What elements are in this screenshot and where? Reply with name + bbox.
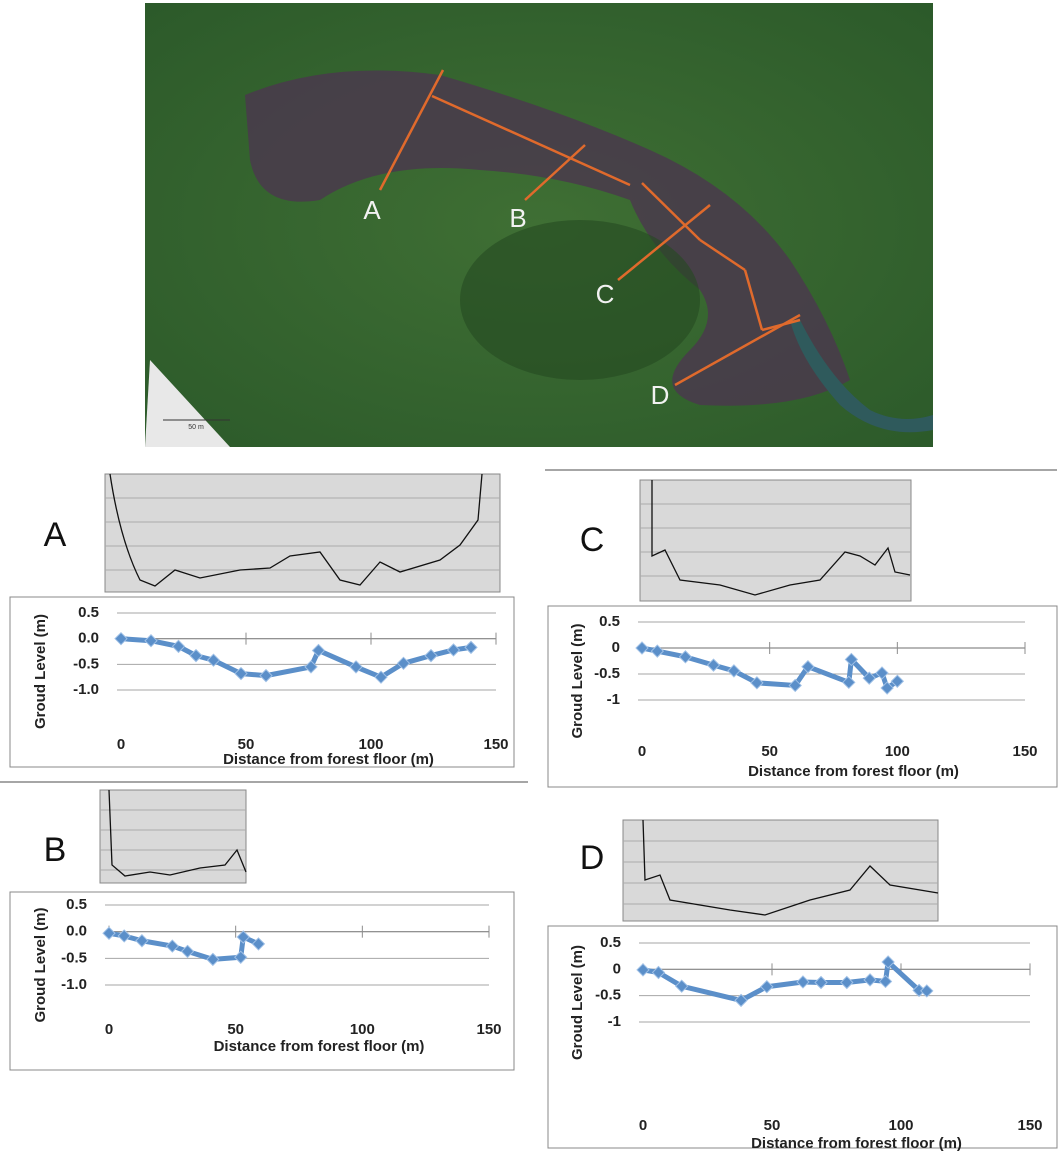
x-tick-label: 0 <box>105 1021 113 1038</box>
data-point <box>260 670 272 682</box>
data-point <box>235 951 247 963</box>
y-tick-label: 0.5 <box>599 613 620 630</box>
series-line <box>121 639 471 678</box>
y-tick-label: -1 <box>607 691 620 708</box>
y-tick-label: 0.5 <box>600 934 621 951</box>
data-point <box>707 659 719 671</box>
photo-label: C <box>596 279 615 309</box>
data-point <box>425 650 437 662</box>
data-point <box>921 985 933 997</box>
panel-label: C <box>580 521 605 559</box>
x-tick-label: 150 <box>476 1021 501 1038</box>
panel-label: A <box>44 516 67 554</box>
x-axis-title: Distance from forest floor (m) <box>751 1135 962 1152</box>
y-axis-title: Groud Level (m) <box>32 907 49 1022</box>
data-point <box>864 974 876 986</box>
scale-label: 50 m <box>188 424 204 431</box>
x-axis-title: Distance from forest floor (m) <box>223 751 434 768</box>
data-point <box>448 644 460 656</box>
data-point <box>115 633 127 645</box>
figure: 50 m A B C D A B C D 0.5 0.0 -0.5 -1.0 0 50 10… <box>0 0 1059 1156</box>
x-tick-label: 0 <box>117 736 125 753</box>
x-tick-label: 150 <box>1012 743 1037 760</box>
y-tick-label: -0.5 <box>73 655 99 672</box>
chart-frame <box>548 926 1057 1148</box>
data-point <box>145 635 157 647</box>
profile-inset <box>100 474 938 921</box>
data-point <box>797 976 809 988</box>
data-point <box>636 642 648 654</box>
y-tick-label: -0.5 <box>595 987 621 1004</box>
y-tick-label: -1 <box>608 1013 621 1030</box>
data-point <box>651 645 663 657</box>
y-axis-title: Groud Level (m) <box>569 945 586 1060</box>
y-tick-label: 0.5 <box>78 604 99 621</box>
y-tick-label: -0.5 <box>594 665 620 682</box>
data-point <box>637 964 649 976</box>
x-tick-label: 50 <box>761 743 778 760</box>
chart-frame <box>548 606 1057 787</box>
panel-label: B <box>44 831 67 869</box>
x-tick-label: 100 <box>885 743 910 760</box>
y-axis-title: Groud Level (m) <box>32 614 49 729</box>
photo-label: B <box>509 203 526 233</box>
x-tick-label: 150 <box>483 736 508 753</box>
panel-label: D <box>580 839 605 877</box>
x-axis-title: Distance from forest floor (m) <box>214 1038 425 1055</box>
y-tick-label: 0 <box>612 639 620 656</box>
x-tick-label: 50 <box>227 1021 244 1038</box>
data-point <box>841 977 853 989</box>
series-line <box>642 648 897 688</box>
data-point <box>103 927 115 939</box>
x-tick-label: 100 <box>350 1021 375 1038</box>
aerial-photo: 50 m A B C D <box>145 3 933 447</box>
y-axis-title: Groud Level (m) <box>569 623 586 738</box>
page: {"photo":{"labels":["A","B","C","D"],"sc… <box>0 0 1059 1161</box>
data-point <box>815 977 827 989</box>
data-point <box>880 975 892 987</box>
x-tick-label: 50 <box>764 1117 781 1134</box>
x-tick-label: 100 <box>888 1117 913 1134</box>
y-tick-label: -1.0 <box>73 681 99 698</box>
x-tick-label: 0 <box>639 1117 647 1134</box>
x-axis-title: Distance from forest floor (m) <box>748 763 959 780</box>
y-tick-label: 0.0 <box>66 923 87 940</box>
data-point <box>166 940 178 952</box>
data-point <box>182 945 194 957</box>
data-point <box>679 651 691 663</box>
data-point <box>136 935 148 947</box>
data-point <box>465 641 477 653</box>
y-tick-label: 0 <box>613 960 621 977</box>
x-tick-label: 150 <box>1017 1117 1042 1134</box>
photo-label: A <box>363 195 381 225</box>
photo-label: D <box>651 380 670 410</box>
y-tick-label: 0.0 <box>78 630 99 647</box>
data-point <box>207 953 219 965</box>
y-tick-label: -0.5 <box>61 949 87 966</box>
x-tick-label: 0 <box>638 743 646 760</box>
y-tick-label: 0.5 <box>66 896 87 913</box>
y-tick-label: -1.0 <box>61 976 87 993</box>
